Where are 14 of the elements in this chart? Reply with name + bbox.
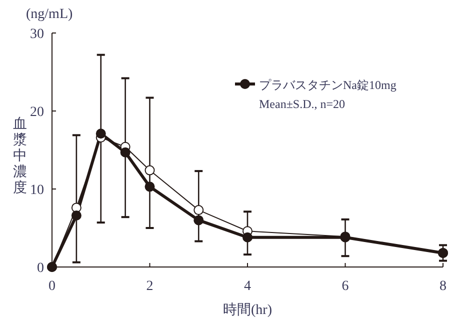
y-tick-label: 10 <box>30 183 44 198</box>
x-tick-label: 6 <box>342 279 349 294</box>
y-tick-label: 0 <box>37 261 44 276</box>
text: (ng/mL) <box>26 7 73 22</box>
legend: プラバスタチンNa錠10mg <box>235 78 396 92</box>
y-tick-label: 20 <box>30 105 44 120</box>
y-tick-label: 30 <box>30 27 44 42</box>
x-tick-label: 0 <box>48 279 56 294</box>
x-tick-label: 2 <box>146 279 154 294</box>
x-tick-label: 8 <box>440 279 446 294</box>
x-tick-label: 4 <box>244 279 251 294</box>
x-axis-title: 時間(hr) <box>223 302 272 318</box>
y-axis-title: 血漿中濃度 <box>13 116 27 196</box>
annotation: Mean±S.D., n=20 <box>259 97 346 111</box>
